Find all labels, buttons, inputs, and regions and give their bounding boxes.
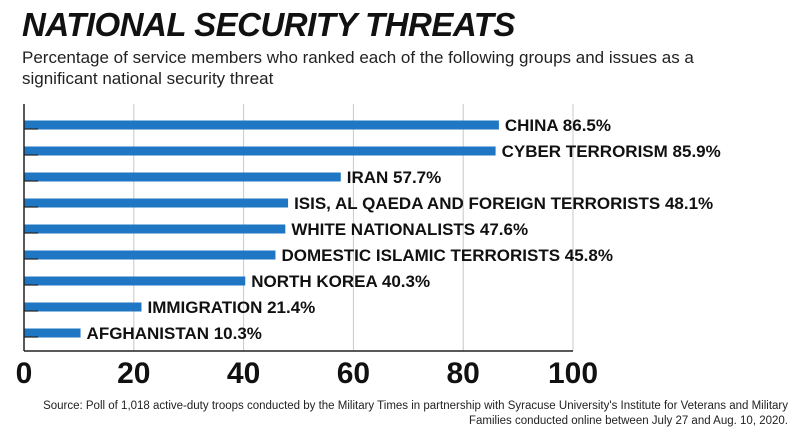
bar — [24, 276, 246, 286]
x-tick-label: 80 — [447, 357, 480, 390]
bar — [24, 172, 341, 182]
data-label: IMMIGRATION 21.4% — [147, 298, 315, 317]
source-note: Source: Poll of 1,018 active-duty troops… — [43, 400, 788, 427]
data-label: IRAN 57.7% — [347, 168, 441, 187]
x-tick-label: 40 — [227, 357, 260, 390]
bar — [24, 250, 276, 260]
data-label: AFGHANISTAN 10.3% — [87, 324, 262, 343]
x-tick-label: 100 — [548, 357, 598, 390]
data-label: WHITE NATIONALISTS 47.6% — [291, 220, 528, 239]
bar — [24, 328, 81, 338]
bar — [24, 120, 499, 130]
chart-subtitle: Percentage of service members who ranked… — [22, 48, 694, 88]
data-label: DOMESTIC ISLAMIC TERRORISTS 45.8% — [281, 246, 613, 265]
bar — [24, 198, 289, 208]
bar — [24, 146, 496, 156]
bar — [24, 224, 286, 234]
x-tick-label: 20 — [117, 357, 150, 390]
data-label: ISIS, AL QAEDA AND FOREIGN TERRORISTS 48… — [294, 194, 713, 213]
chart-title: NATIONAL SECURITY THREATS — [22, 6, 515, 43]
data-label: NORTH KOREA 40.3% — [251, 272, 430, 291]
x-tick-label: 0 — [16, 357, 33, 390]
x-tick-label: 60 — [337, 357, 370, 390]
bar — [24, 302, 142, 312]
data-label: CYBER TERRORISM 85.9% — [502, 142, 721, 161]
bar-chart: 0 20 40 60 80 100 CHINA 86.5% CYBER TERRORISM 8… — [16, 104, 721, 390]
data-label: CHINA 86.5% — [505, 116, 611, 135]
